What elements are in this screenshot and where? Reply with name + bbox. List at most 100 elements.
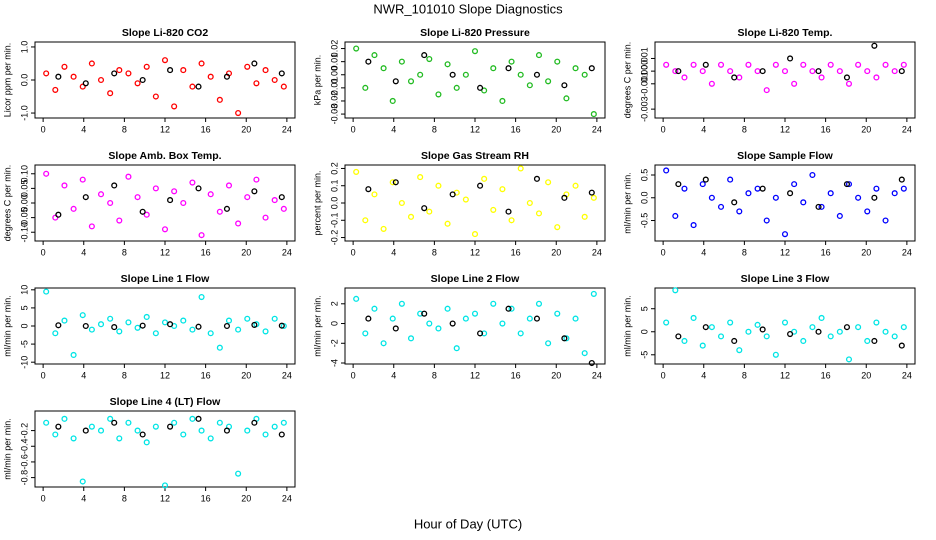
point [195, 323, 202, 330]
point [125, 70, 132, 77]
point [235, 220, 242, 227]
point [508, 58, 515, 65]
point [588, 359, 595, 367]
point [787, 55, 794, 62]
point [898, 68, 905, 75]
x-tick-label: 0 [351, 124, 356, 134]
point [517, 71, 524, 78]
x-tick-label: 8 [432, 370, 437, 380]
point [407, 335, 415, 342]
point [426, 320, 433, 327]
point [462, 71, 469, 78]
y-axis-label: Licor ppm per min. [2, 43, 12, 118]
point [262, 67, 269, 74]
point [171, 419, 178, 426]
point [189, 83, 196, 90]
plot-frame [34, 41, 296, 119]
x-tick-label: 12 [160, 247, 170, 257]
point [278, 194, 285, 201]
point [787, 190, 794, 197]
plot-frame [34, 410, 296, 488]
point [708, 194, 715, 201]
point [97, 191, 105, 198]
point [180, 431, 187, 438]
point [116, 328, 123, 335]
panel-title: Slope Line 3 Flow [741, 273, 831, 285]
point [61, 415, 68, 422]
point [380, 225, 387, 232]
point [533, 175, 541, 182]
y-tick-label: 0.00 [19, 194, 29, 212]
point [588, 65, 595, 72]
x-tick-label: 0 [41, 370, 46, 380]
plot-frame [654, 41, 916, 119]
point [223, 322, 231, 330]
x-tick-label: 16 [201, 370, 211, 380]
point [189, 179, 196, 186]
point [731, 199, 738, 206]
point [675, 181, 682, 188]
x-tick-label: 16 [821, 370, 831, 380]
point [545, 340, 552, 347]
point [70, 351, 77, 359]
point [70, 435, 77, 442]
point [353, 168, 360, 175]
point [690, 222, 697, 229]
point [449, 191, 456, 198]
point [61, 63, 68, 70]
point [490, 300, 497, 307]
x-tick-label: 24 [902, 370, 912, 380]
point [717, 61, 725, 68]
point [845, 181, 853, 188]
x-tick-label: 24 [592, 124, 602, 134]
point [195, 415, 202, 422]
point [499, 320, 506, 327]
point [244, 315, 251, 322]
point [244, 194, 251, 201]
y-tick-label: -0.05 [19, 207, 29, 228]
y-tick-label: 0 [19, 323, 29, 328]
x-tick-label: 4 [81, 124, 86, 134]
panel-title: Slope Gas Stream RH [421, 150, 529, 162]
y-tick-label: -10 [19, 356, 29, 369]
point [216, 419, 223, 426]
point [690, 314, 697, 321]
point [800, 61, 807, 68]
point [43, 288, 50, 295]
point [871, 42, 878, 49]
point [843, 324, 851, 331]
point [251, 188, 258, 195]
point [82, 427, 89, 434]
x-tick-label: 20 [241, 370, 251, 380]
x-tick-label: 4 [81, 247, 86, 257]
point [353, 45, 360, 52]
point [421, 52, 428, 59]
point [449, 71, 456, 78]
x-tick-label: 20 [551, 124, 561, 134]
point [225, 317, 233, 324]
x-tick-label: 24 [282, 247, 292, 257]
point [79, 478, 86, 485]
point [111, 419, 118, 426]
point [898, 176, 905, 183]
point [554, 224, 561, 231]
plot-frame [344, 287, 606, 365]
point [708, 324, 715, 331]
point [362, 217, 369, 224]
point [116, 217, 123, 224]
y-tick-label: -0.02 [329, 91, 339, 112]
point [161, 57, 169, 64]
x-tick-label: 4 [701, 124, 706, 134]
x-tick-label: 16 [201, 124, 211, 134]
y-axis-label: ml/min per min. [622, 172, 632, 234]
point [581, 71, 588, 78]
point [392, 78, 399, 85]
panel-title: Slope Line 4 (LT) Flow [110, 396, 221, 408]
point [699, 342, 706, 349]
point [362, 330, 369, 337]
panel-title: Slope Li-820 Pressure [420, 27, 530, 39]
point [471, 48, 479, 55]
point [97, 76, 105, 84]
point [663, 167, 670, 174]
point [244, 427, 251, 434]
